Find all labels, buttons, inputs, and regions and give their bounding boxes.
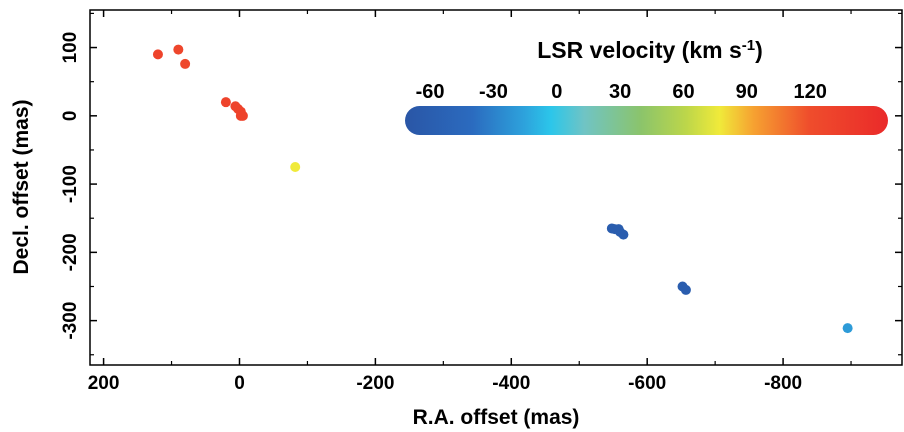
colorbar-title: LSR velocity (km s-1)	[537, 37, 763, 63]
data-point	[220, 97, 231, 108]
data-point	[842, 323, 853, 334]
plot-frame	[89, 9, 903, 366]
colorbar-title-end: )	[755, 37, 763, 63]
colorbar-title-sup: -1	[742, 37, 755, 54]
data-point	[680, 284, 691, 295]
x-tick-label: 200	[88, 373, 120, 394]
x-tick-label: -800	[764, 373, 802, 394]
colorbar-bar	[405, 106, 888, 135]
colorbar-tick-label: 120	[793, 81, 826, 103]
colorbar-tick-label: 90	[736, 81, 758, 103]
colorbar-title-main: LSR velocity (km s	[537, 37, 742, 63]
y-tick-labels: 100 0 -100 -200 -300	[60, 32, 81, 340]
y-axis-label: Decl. offset (mas)	[10, 99, 33, 274]
colorbar-tick-label: 60	[672, 81, 694, 103]
data-point	[180, 58, 191, 69]
y-tick-label: 100	[60, 32, 81, 64]
colorbar-tick-label: 30	[609, 81, 631, 103]
axis-ticks	[90, 10, 902, 365]
y-tick-label: -200	[60, 233, 81, 271]
colorbar-tick-label: -30	[479, 81, 508, 103]
x-tick-labels: 200 0 -200 -400 -600 -800	[88, 373, 802, 394]
x-tick-label: -400	[492, 373, 530, 394]
data-point	[618, 229, 629, 240]
data-point	[152, 49, 163, 60]
colorbar-tick-label: -60	[416, 81, 445, 103]
y-tick-label: 0	[60, 111, 81, 122]
colorbar: LSR velocity (km s-1) -60 -30 0 30 60 90 120	[405, 37, 888, 135]
x-tick-label: 0	[234, 373, 245, 394]
x-tick-label: -600	[628, 373, 666, 394]
x-axis-label: R.A. offset (mas)	[413, 406, 580, 429]
y-tick-label: -300	[60, 302, 81, 340]
colorbar-tick-labels: -60 -30 0 30 60 90 120	[416, 81, 827, 103]
data-point	[290, 162, 301, 173]
y-tick-label: -100	[60, 165, 81, 203]
data-points	[152, 44, 853, 334]
colorbar-tick-label: 0	[551, 81, 562, 103]
data-point	[173, 44, 184, 55]
data-point	[237, 110, 248, 121]
x-tick-label: -200	[356, 373, 394, 394]
